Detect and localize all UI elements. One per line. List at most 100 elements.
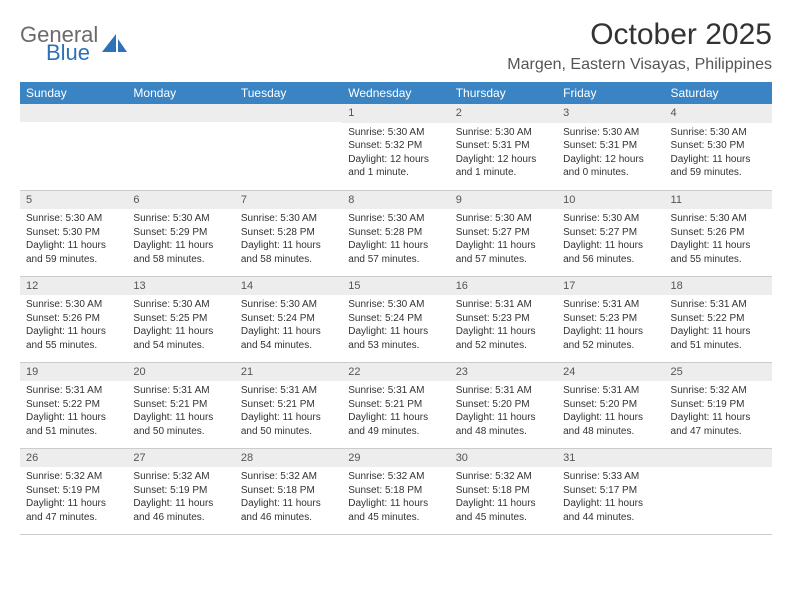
day-number: 9 (450, 191, 557, 210)
day-details: Sunrise: 5:31 AMSunset: 5:23 PMDaylight:… (450, 295, 557, 355)
sunrise-text: Sunrise: 5:30 AM (456, 126, 551, 140)
sunrise-text: Sunrise: 5:31 AM (456, 384, 551, 398)
calendar-day-cell: 22Sunrise: 5:31 AMSunset: 5:21 PMDayligh… (342, 362, 449, 448)
header: General Blue October 2025 Margen, Easter… (20, 18, 772, 74)
calendar-day-cell: 6Sunrise: 5:30 AMSunset: 5:29 PMDaylight… (127, 190, 234, 276)
sunset-text: Sunset: 5:22 PM (671, 312, 766, 326)
daylight-text: Daylight: 11 hours and 58 minutes. (133, 239, 228, 266)
sunrise-text: Sunrise: 5:31 AM (563, 298, 658, 312)
day-details: Sunrise: 5:31 AMSunset: 5:20 PMDaylight:… (557, 381, 664, 441)
day-details: Sunrise: 5:33 AMSunset: 5:17 PMDaylight:… (557, 467, 664, 527)
daylight-text: Daylight: 11 hours and 59 minutes. (671, 153, 766, 180)
day-number (235, 104, 342, 122)
sunset-text: Sunset: 5:18 PM (348, 484, 443, 498)
sunrise-text: Sunrise: 5:31 AM (563, 384, 658, 398)
sunset-text: Sunset: 5:31 PM (456, 139, 551, 153)
sunset-text: Sunset: 5:21 PM (133, 398, 228, 412)
sunset-text: Sunset: 5:29 PM (133, 226, 228, 240)
calendar-day-cell: 16Sunrise: 5:31 AMSunset: 5:23 PMDayligh… (450, 276, 557, 362)
day-number: 1 (342, 104, 449, 123)
sunset-text: Sunset: 5:19 PM (26, 484, 121, 498)
calendar-day-cell: 20Sunrise: 5:31 AMSunset: 5:21 PMDayligh… (127, 362, 234, 448)
sunrise-text: Sunrise: 5:31 AM (671, 298, 766, 312)
sunrise-text: Sunrise: 5:32 AM (456, 470, 551, 484)
sunrise-text: Sunrise: 5:30 AM (563, 126, 658, 140)
sunrise-text: Sunrise: 5:32 AM (671, 384, 766, 398)
day-number: 28 (235, 449, 342, 468)
day-details: Sunrise: 5:30 AMSunset: 5:31 PMDaylight:… (557, 123, 664, 183)
calendar-week-row: 19Sunrise: 5:31 AMSunset: 5:22 PMDayligh… (20, 362, 772, 448)
daylight-text: Daylight: 11 hours and 45 minutes. (348, 497, 443, 524)
daylight-text: Daylight: 11 hours and 51 minutes. (671, 325, 766, 352)
sunset-text: Sunset: 5:24 PM (348, 312, 443, 326)
calendar-day-cell (665, 448, 772, 534)
daylight-text: Daylight: 11 hours and 46 minutes. (133, 497, 228, 524)
calendar-day-cell: 14Sunrise: 5:30 AMSunset: 5:24 PMDayligh… (235, 276, 342, 362)
sunrise-text: Sunrise: 5:30 AM (348, 212, 443, 226)
weekday-header: Sunday (20, 82, 127, 104)
daylight-text: Daylight: 12 hours and 1 minute. (456, 153, 551, 180)
sunrise-text: Sunrise: 5:30 AM (26, 212, 121, 226)
day-details: Sunrise: 5:32 AMSunset: 5:19 PMDaylight:… (127, 467, 234, 527)
sunset-text: Sunset: 5:31 PM (563, 139, 658, 153)
daylight-text: Daylight: 11 hours and 56 minutes. (563, 239, 658, 266)
calendar-body: 1Sunrise: 5:30 AMSunset: 5:32 PMDaylight… (20, 104, 772, 534)
calendar-day-cell: 18Sunrise: 5:31 AMSunset: 5:22 PMDayligh… (665, 276, 772, 362)
sunset-text: Sunset: 5:21 PM (348, 398, 443, 412)
day-details: Sunrise: 5:31 AMSunset: 5:22 PMDaylight:… (665, 295, 772, 355)
sunset-text: Sunset: 5:27 PM (563, 226, 658, 240)
daylight-text: Daylight: 11 hours and 50 minutes. (133, 411, 228, 438)
sunset-text: Sunset: 5:23 PM (563, 312, 658, 326)
calendar-day-cell: 5Sunrise: 5:30 AMSunset: 5:30 PMDaylight… (20, 190, 127, 276)
sunrise-text: Sunrise: 5:32 AM (26, 470, 121, 484)
day-number: 18 (665, 277, 772, 296)
logo: General Blue (20, 24, 128, 64)
day-number: 15 (342, 277, 449, 296)
day-details: Sunrise: 5:30 AMSunset: 5:28 PMDaylight:… (235, 209, 342, 269)
day-number: 16 (450, 277, 557, 296)
sunrise-text: Sunrise: 5:31 AM (133, 384, 228, 398)
day-details: Sunrise: 5:30 AMSunset: 5:30 PMDaylight:… (20, 209, 127, 269)
day-details: Sunrise: 5:30 AMSunset: 5:29 PMDaylight:… (127, 209, 234, 269)
daylight-text: Daylight: 11 hours and 54 minutes. (241, 325, 336, 352)
calendar-week-row: 1Sunrise: 5:30 AMSunset: 5:32 PMDaylight… (20, 104, 772, 190)
calendar-day-cell: 28Sunrise: 5:32 AMSunset: 5:18 PMDayligh… (235, 448, 342, 534)
day-number: 2 (450, 104, 557, 123)
daylight-text: Daylight: 11 hours and 51 minutes. (26, 411, 121, 438)
sunrise-text: Sunrise: 5:33 AM (563, 470, 658, 484)
sunrise-text: Sunrise: 5:30 AM (133, 298, 228, 312)
sunset-text: Sunset: 5:17 PM (563, 484, 658, 498)
day-number: 14 (235, 277, 342, 296)
day-details: Sunrise: 5:32 AMSunset: 5:18 PMDaylight:… (342, 467, 449, 527)
day-number: 5 (20, 191, 127, 210)
sunset-text: Sunset: 5:26 PM (26, 312, 121, 326)
day-details: Sunrise: 5:31 AMSunset: 5:21 PMDaylight:… (127, 381, 234, 441)
calendar-day-cell: 15Sunrise: 5:30 AMSunset: 5:24 PMDayligh… (342, 276, 449, 362)
sunset-text: Sunset: 5:23 PM (456, 312, 551, 326)
day-details: Sunrise: 5:30 AMSunset: 5:28 PMDaylight:… (342, 209, 449, 269)
day-number: 10 (557, 191, 664, 210)
calendar-day-cell: 27Sunrise: 5:32 AMSunset: 5:19 PMDayligh… (127, 448, 234, 534)
day-number: 20 (127, 363, 234, 382)
weekday-header: Tuesday (235, 82, 342, 104)
weekday-header: Wednesday (342, 82, 449, 104)
day-details: Sunrise: 5:30 AMSunset: 5:25 PMDaylight:… (127, 295, 234, 355)
day-details: Sunrise: 5:30 AMSunset: 5:26 PMDaylight:… (665, 209, 772, 269)
daylight-text: Daylight: 11 hours and 44 minutes. (563, 497, 658, 524)
day-details: Sunrise: 5:32 AMSunset: 5:18 PMDaylight:… (450, 467, 557, 527)
day-details: Sunrise: 5:30 AMSunset: 5:31 PMDaylight:… (450, 123, 557, 183)
calendar-day-cell: 11Sunrise: 5:30 AMSunset: 5:26 PMDayligh… (665, 190, 772, 276)
day-number: 21 (235, 363, 342, 382)
sunrise-text: Sunrise: 5:30 AM (26, 298, 121, 312)
daylight-text: Daylight: 12 hours and 1 minute. (348, 153, 443, 180)
calendar-day-cell: 29Sunrise: 5:32 AMSunset: 5:18 PMDayligh… (342, 448, 449, 534)
sunset-text: Sunset: 5:28 PM (241, 226, 336, 240)
day-details: Sunrise: 5:30 AMSunset: 5:30 PMDaylight:… (665, 123, 772, 183)
daylight-text: Daylight: 11 hours and 47 minutes. (671, 411, 766, 438)
day-number: 11 (665, 191, 772, 210)
daylight-text: Daylight: 11 hours and 45 minutes. (456, 497, 551, 524)
sunrise-text: Sunrise: 5:32 AM (348, 470, 443, 484)
sunset-text: Sunset: 5:26 PM (671, 226, 766, 240)
calendar-week-row: 5Sunrise: 5:30 AMSunset: 5:30 PMDaylight… (20, 190, 772, 276)
calendar-day-cell: 12Sunrise: 5:30 AMSunset: 5:26 PMDayligh… (20, 276, 127, 362)
